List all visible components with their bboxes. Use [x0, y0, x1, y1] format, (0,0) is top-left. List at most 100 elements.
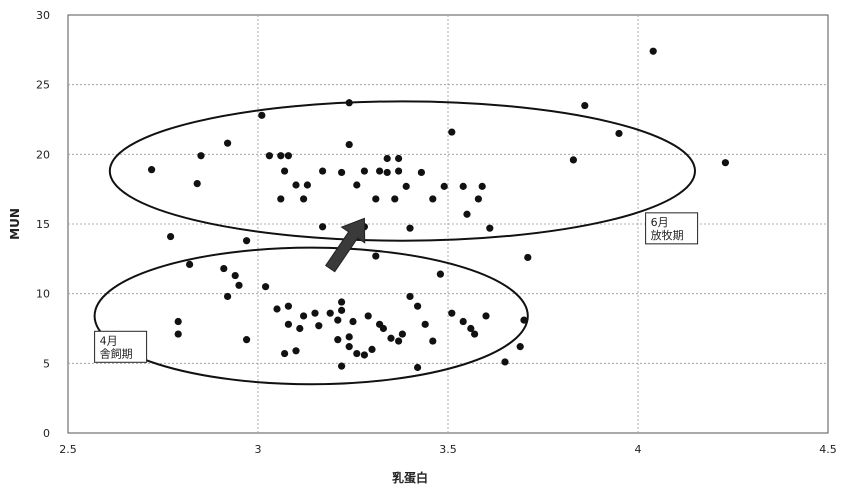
data-point — [281, 349, 289, 358]
data-point — [273, 305, 281, 313]
x-tick-label: 2.5 — [59, 443, 77, 456]
ellipse-june — [108, 100, 696, 242]
data-point — [220, 264, 228, 273]
data-point — [338, 298, 346, 306]
data-point — [231, 271, 239, 280]
data-point — [243, 237, 251, 245]
data-point — [338, 362, 346, 370]
data-point — [459, 182, 467, 190]
data-point — [174, 317, 182, 326]
data-point — [148, 166, 156, 174]
june-label-line: 放牧期 — [651, 228, 684, 242]
data-point — [296, 324, 304, 333]
data-point — [292, 181, 300, 189]
data-point — [372, 252, 380, 260]
data-point — [414, 363, 422, 372]
data-point — [524, 253, 532, 262]
data-points — [148, 47, 730, 372]
data-point — [569, 156, 578, 164]
y-tick-labels: 0 5 10 15 20 25 30 — [36, 9, 50, 440]
y-axis-title: MUN — [8, 208, 22, 240]
data-point — [281, 167, 289, 175]
data-point — [448, 128, 456, 136]
data-point — [471, 330, 479, 338]
data-point — [360, 167, 368, 175]
data-point — [448, 309, 456, 317]
data-point — [459, 317, 467, 326]
data-point — [353, 181, 361, 189]
data-point — [284, 152, 292, 160]
data-point — [581, 101, 589, 110]
june-label-box — [645, 212, 699, 245]
y-tick-label: 15 — [36, 218, 50, 231]
data-point — [360, 351, 368, 359]
data-point — [326, 309, 334, 317]
data-point — [520, 316, 528, 324]
data-point — [300, 312, 308, 320]
june-label-line: 6月 — [651, 216, 669, 229]
data-point — [376, 167, 384, 175]
data-point — [649, 47, 657, 55]
data-point — [303, 181, 311, 189]
y-tick-label: 25 — [36, 79, 50, 92]
data-point — [406, 292, 414, 301]
data-point — [429, 195, 437, 203]
april-label-box — [94, 330, 148, 363]
data-point — [474, 195, 482, 203]
data-point — [721, 159, 730, 167]
data-point — [292, 347, 300, 355]
data-point — [243, 336, 251, 344]
x-tick-label: 3.5 — [439, 443, 457, 456]
data-point — [387, 334, 395, 342]
data-point — [167, 232, 175, 241]
data-point — [258, 111, 266, 119]
data-point — [368, 345, 376, 353]
data-point — [186, 260, 194, 269]
data-point — [300, 195, 308, 203]
data-point — [395, 154, 403, 163]
data-point — [284, 302, 292, 310]
data-point — [265, 152, 273, 160]
data-point — [391, 195, 399, 203]
april-label-line: 4月 — [100, 334, 118, 347]
data-point — [379, 324, 387, 333]
data-point — [429, 337, 437, 345]
data-point — [224, 139, 232, 147]
data-point — [440, 182, 448, 190]
data-point — [436, 270, 444, 278]
data-point — [364, 312, 372, 320]
data-point — [482, 312, 490, 320]
data-point — [334, 316, 342, 324]
data-point — [338, 306, 346, 314]
y-tick-label: 10 — [36, 288, 50, 301]
grid-lines — [68, 15, 828, 433]
data-point — [345, 333, 353, 341]
data-point — [406, 224, 414, 232]
data-point — [262, 283, 270, 291]
x-tick-label: 4.5 — [819, 443, 837, 456]
trend-arrow — [325, 217, 366, 273]
x-tick-labels: 2.5 3 3.5 4 4.5 — [59, 443, 837, 456]
data-point — [395, 337, 403, 345]
x-tick-label: 4 — [635, 443, 642, 456]
data-point — [463, 210, 471, 218]
y-tick-label: 30 — [36, 9, 50, 22]
data-point — [315, 322, 323, 330]
data-point — [467, 324, 475, 333]
data-point — [311, 309, 319, 317]
data-point — [193, 179, 201, 188]
data-point — [345, 140, 353, 149]
y-tick-label: 0 — [43, 427, 50, 440]
data-point — [334, 336, 342, 344]
data-point — [421, 320, 429, 328]
data-point — [319, 167, 327, 175]
data-point — [383, 168, 391, 177]
data-point — [174, 330, 182, 338]
data-point — [277, 195, 285, 203]
data-point — [398, 330, 406, 338]
data-point — [486, 224, 494, 232]
